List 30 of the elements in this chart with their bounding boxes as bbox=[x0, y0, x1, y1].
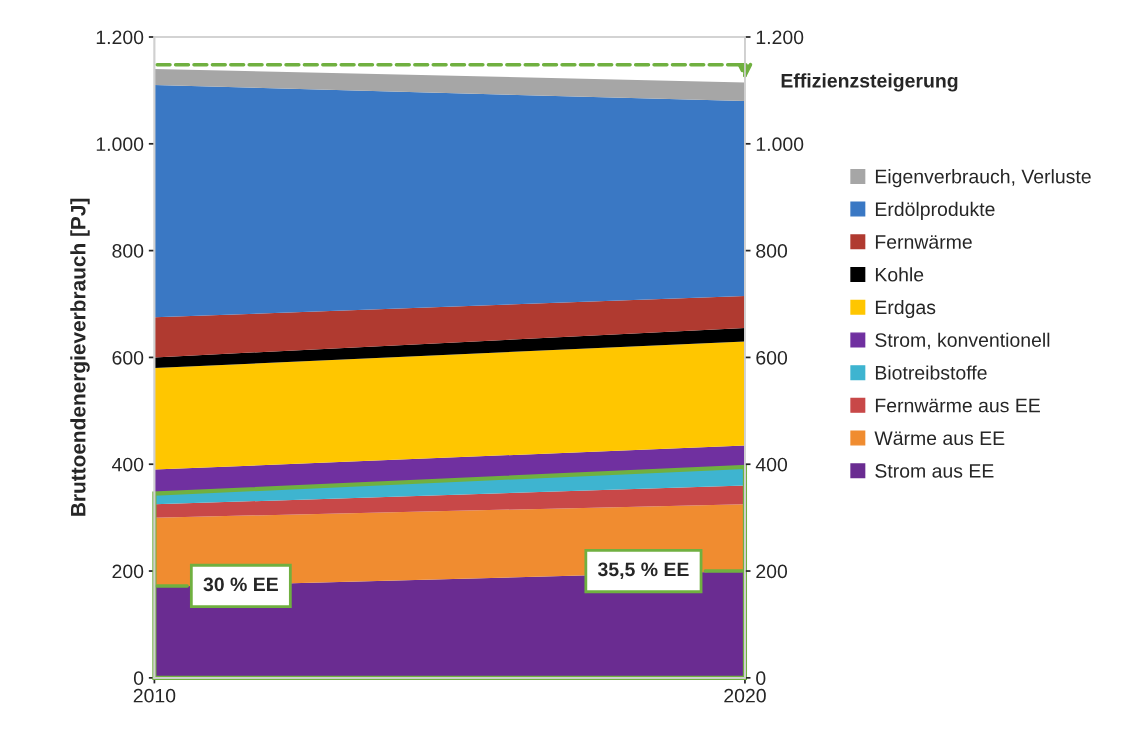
y2-tick-label: 1.200 bbox=[756, 30, 804, 45]
legend-label: Wärme aus EE bbox=[874, 431, 1005, 446]
y-tick-label: 1.000 bbox=[96, 137, 144, 152]
y2-tick-label: 600 bbox=[756, 350, 788, 365]
legend-label: Fernwärme bbox=[875, 235, 972, 249]
y-axis-title: Bruttoendenergieverbrauch [PJ] bbox=[70, 198, 90, 516]
y-tick-label: 200 bbox=[112, 564, 144, 579]
legend-label: Erdgas bbox=[875, 299, 936, 319]
y2-tick-label: 200 bbox=[756, 564, 788, 579]
legend-label: Kohle bbox=[875, 267, 924, 282]
y-tick-label: 400 bbox=[111, 457, 144, 472]
legend-label: Erdölprodukte bbox=[875, 201, 995, 220]
y-tick-label: 0 bbox=[133, 671, 144, 686]
x-tick-label: 2020 bbox=[724, 688, 766, 703]
y-tick-label: 800 bbox=[112, 244, 144, 258]
annotation: 35,5 % EE bbox=[597, 562, 689, 580]
legend-label: Eigenverbrauch, Verluste bbox=[875, 169, 1091, 188]
y-tick-label: 1.200 bbox=[96, 30, 144, 45]
y-tick-label: 600 bbox=[112, 350, 144, 365]
annotation: 30 % EE bbox=[203, 577, 278, 592]
legend-label: Fernwärme aus EE bbox=[875, 398, 1040, 413]
y2-tick-label: 0 bbox=[756, 671, 766, 686]
legend-label: Biotreibstoffe bbox=[875, 365, 987, 380]
x-tick-label: 2010 bbox=[133, 688, 176, 703]
y2-tick-label: 800 bbox=[756, 244, 788, 258]
legend-label: Strom aus EE bbox=[875, 464, 994, 478]
text: Effizienzsteigerung bbox=[781, 73, 958, 92]
y2-tick-label: 400 bbox=[755, 457, 788, 472]
legend-label: Strom, konventionell bbox=[875, 332, 1050, 350]
y2-tick-label: 1.000 bbox=[756, 137, 804, 152]
